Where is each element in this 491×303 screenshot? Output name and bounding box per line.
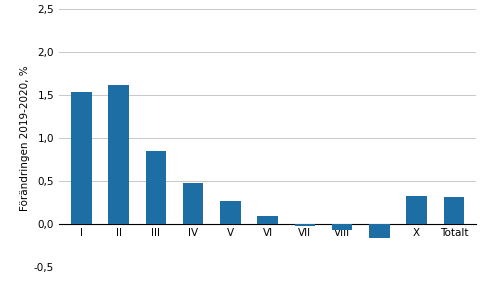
Bar [407, 196, 427, 224]
Bar [71, 92, 91, 224]
Y-axis label: Förändringen 2019-2020, %: Förändringen 2019-2020, % [20, 65, 29, 211]
Bar [332, 224, 353, 230]
Bar [444, 197, 464, 224]
Bar [369, 224, 390, 238]
Bar [109, 85, 129, 224]
Bar [183, 183, 203, 224]
Bar [257, 216, 278, 224]
Bar [220, 201, 241, 224]
Bar [145, 151, 166, 224]
Bar [295, 224, 315, 226]
